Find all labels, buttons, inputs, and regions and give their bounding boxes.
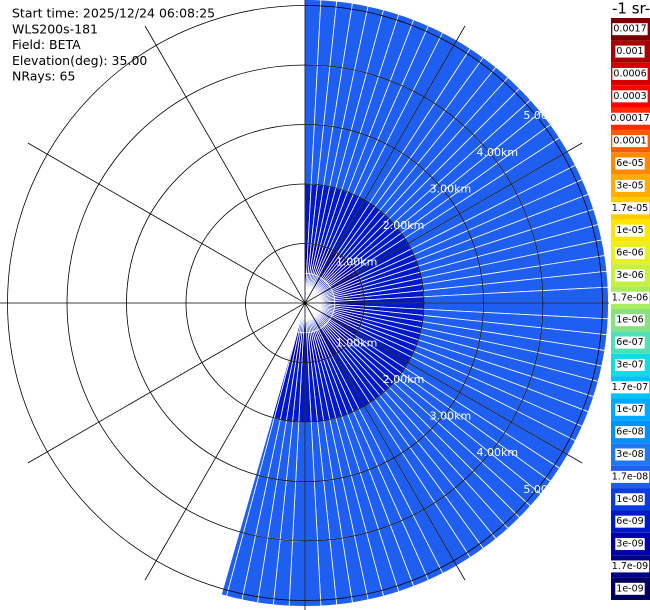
colorbar-tick-label: 6e-07 <box>616 337 643 348</box>
range-ring-label: 2.00km <box>383 373 425 386</box>
range-ring <box>7 5 603 601</box>
range-ring-label: 5.00km <box>523 483 565 496</box>
colorbar-label-bg <box>612 23 648 36</box>
colorbar-label-bg <box>610 381 650 394</box>
colorbar-tick-label: 6e-08 <box>616 427 643 438</box>
header: Start time: 2025/12/24 06:08:25WLS200s-1… <box>12 6 215 84</box>
colorbar-tick-label: 0.001 <box>616 46 643 57</box>
range-ring-label: 3.00km <box>430 182 472 195</box>
spoke <box>144 25 466 581</box>
colorbar-tick-label: 1.7e-05 <box>612 203 648 214</box>
colorbar-label-bg <box>612 135 648 148</box>
plot-area: 1.00km 1.00km 2.00km 2.00km 3.00km 3.00km 4.00… <box>0 0 609 610</box>
colorbar-label-bg <box>615 157 645 170</box>
colorbar-tick-label: 1.7e-08 <box>612 471 648 482</box>
colorbar-tick-label: 1e-05 <box>616 225 643 236</box>
colorbar-tick-label: 1e-08 <box>616 494 643 505</box>
colorbar-label-bg <box>615 269 645 282</box>
range-ring <box>245 243 365 363</box>
colorbar-tick-label: 0.0003 <box>613 91 646 102</box>
colorbar-label-bg <box>615 448 645 461</box>
colorbar-label-bg <box>615 582 645 595</box>
range-ring <box>185 183 425 423</box>
colorbar-tick-label: 0.00017 <box>610 113 649 124</box>
colorbar-label-bg <box>615 426 645 439</box>
colorbar-label-bg <box>610 470 650 483</box>
colorbar-label-bg <box>610 560 650 573</box>
range-ring-label: 1.00km <box>336 336 378 349</box>
range-ring-label: 5.00km <box>523 109 565 122</box>
range-ring-label: 4.00km <box>476 446 518 459</box>
colorbar-tick-label: 1e-09 <box>616 583 643 594</box>
colorbar-tick-label: 3e-08 <box>616 449 643 460</box>
colorbar-tick-label: 6e-06 <box>616 248 643 259</box>
colorbar-label-bg <box>615 358 645 371</box>
colorbar-tick-label: 0.0006 <box>613 68 646 79</box>
colorbar-label-bg <box>615 314 645 327</box>
colorbar-label-bg <box>610 202 650 215</box>
colorbar-label-bg <box>615 515 645 528</box>
colorbar-tick-label: 1e-07 <box>616 404 643 415</box>
colorbar-label-bg <box>615 45 645 58</box>
colorbar-label-bg <box>609 112 650 125</box>
colorbar: 0.0017 0.001 0.0006 0.0003 0.00017 0.0001 6e-0… <box>609 0 650 600</box>
colorbar-tick-label: 6e-05 <box>616 158 643 169</box>
range-ring <box>66 64 544 542</box>
colorbar-tick-label: 1.7e-09 <box>612 561 648 572</box>
header-line: Field: BETA <box>12 37 81 52</box>
colorbar-title: -1 sr- <box>612 0 650 18</box>
colorbar-label-bg <box>615 247 645 260</box>
colorbar-label-bg <box>615 493 645 506</box>
colorbar-label-bg <box>615 224 645 237</box>
colorbar-label-bg <box>610 291 650 304</box>
colorbar-tick-label: 1.7e-07 <box>612 382 648 393</box>
colorbar-label-bg <box>615 179 645 192</box>
colorbar-label-bg <box>615 538 645 551</box>
colorbar-tick-label: 6e-09 <box>616 516 643 527</box>
colorbar-tick-label: 3e-07 <box>616 359 643 370</box>
colorbar-tick-label: 1.7e-06 <box>612 292 648 303</box>
colorbar-label-bg <box>612 90 648 103</box>
colorbar-label-bg <box>612 67 648 80</box>
header-line: NRays: 65 <box>12 69 75 84</box>
range-ring <box>126 124 484 482</box>
header-line: Start time: 2025/12/24 06:08:25 <box>12 6 215 21</box>
colorbar-tick-label: 0.0001 <box>613 136 646 147</box>
range-ring-label: 1.00km <box>336 256 378 269</box>
range-ring-label: 4.00km <box>476 146 518 159</box>
range-ring-label: 2.00km <box>383 219 425 232</box>
range-ring-label: 3.00km <box>430 410 472 423</box>
header-line: Elevation(deg): 35.00 <box>12 53 147 68</box>
header-line: WLS200s-181 <box>12 21 98 36</box>
colorbar-tick-label: 3e-06 <box>616 270 643 281</box>
colorbar-tick-label: 0.0017 <box>613 24 646 35</box>
colorbar-tick-label: 1e-06 <box>616 315 643 326</box>
colorbar-tick-label: 3e-05 <box>616 180 643 191</box>
colorbar-label-bg <box>615 336 645 349</box>
colorbar-tick-label: 3e-09 <box>616 539 643 550</box>
colorbar-label-bg <box>615 403 645 416</box>
